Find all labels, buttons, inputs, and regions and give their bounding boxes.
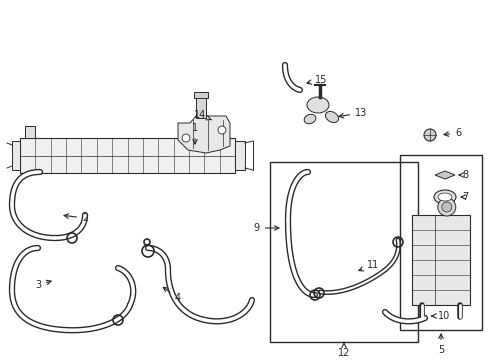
Text: 6: 6 [443, 128, 460, 138]
Bar [269, 162, 417, 342]
Bar [194, 92, 207, 98]
Bar [12, 141, 20, 170]
Text: 11: 11 [358, 260, 379, 271]
Bar [235, 141, 244, 170]
Ellipse shape [437, 193, 451, 201]
Ellipse shape [306, 97, 328, 113]
Circle shape [218, 126, 225, 134]
Text: 10: 10 [431, 311, 449, 321]
Circle shape [182, 134, 190, 142]
Bar [411, 215, 469, 305]
Text: 14: 14 [194, 110, 211, 120]
Circle shape [437, 198, 455, 216]
Text: 4: 4 [163, 287, 181, 303]
Circle shape [441, 202, 451, 212]
Bar [20, 138, 235, 173]
Text: 15: 15 [306, 75, 326, 85]
Ellipse shape [325, 112, 338, 122]
Text: 3: 3 [35, 280, 51, 290]
Text: 1: 1 [192, 123, 198, 144]
Bar [399, 155, 481, 330]
Bar [25, 126, 35, 138]
Text: 12: 12 [337, 342, 349, 358]
Text: 5: 5 [437, 334, 443, 355]
Polygon shape [434, 171, 454, 179]
Text: 2: 2 [64, 213, 88, 223]
Text: 13: 13 [338, 108, 366, 118]
Text: 7: 7 [460, 192, 468, 202]
Text: 8: 8 [458, 170, 467, 180]
Polygon shape [178, 116, 229, 153]
Bar [196, 96, 205, 118]
Ellipse shape [304, 114, 315, 124]
Ellipse shape [433, 190, 455, 204]
Circle shape [423, 129, 435, 141]
Text: 9: 9 [253, 223, 279, 233]
